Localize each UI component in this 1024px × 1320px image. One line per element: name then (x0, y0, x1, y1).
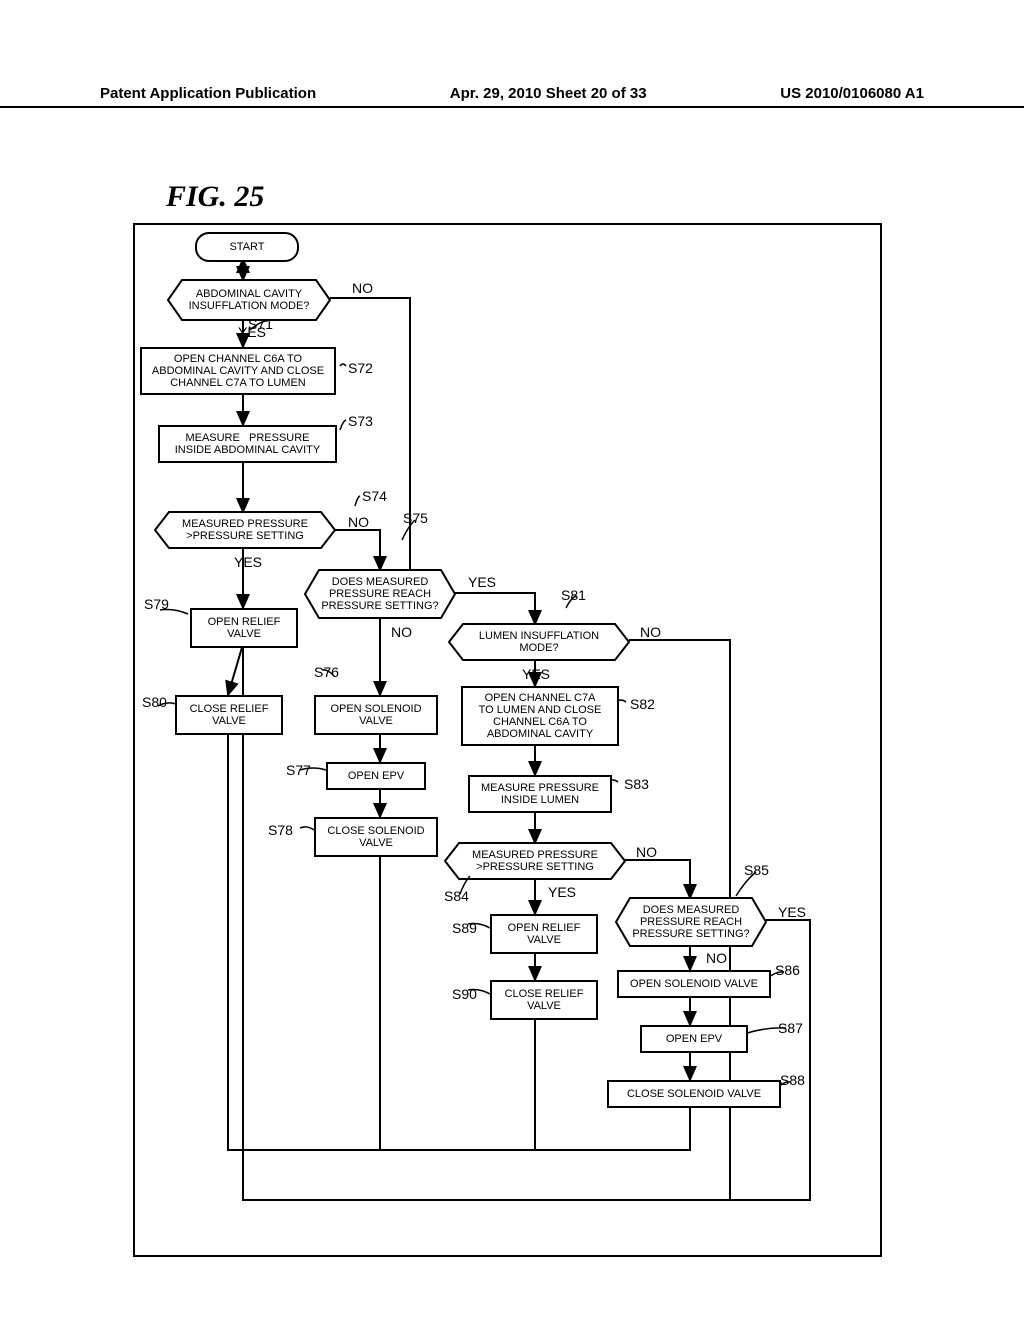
label-s86l: S86 (775, 962, 800, 978)
node-s83: MEASURE PRESSURE INSIDE LUMEN (468, 775, 612, 813)
label-s88l: S88 (780, 1072, 805, 1088)
decision-s71: ABDOMINAL CAVITY INSUFFLATION MODE? (168, 280, 330, 320)
label-s79l: S79 (144, 596, 169, 612)
label-s74n: NO (348, 514, 369, 530)
node-s89: OPEN RELIEF VALVE (490, 914, 598, 954)
label-s85y: YES (778, 904, 806, 920)
decision-s74: MEASURED PRESSURE >PRESSURE SETTING (155, 512, 335, 548)
label-s82l: S82 (630, 696, 655, 712)
label-s84y: YES (548, 884, 576, 900)
label-s73l: S73 (348, 413, 373, 429)
node-s79: OPEN RELIEF VALVE (190, 608, 298, 648)
label-s85n: NO (706, 950, 727, 966)
label-s89l: S89 (452, 920, 477, 936)
node-s77: OPEN EPV (326, 762, 426, 790)
label-s72l: S72 (348, 360, 373, 376)
node-s90: CLOSE RELIEF VALVE (490, 980, 598, 1020)
node-s86: OPEN SOLENOID VALVE (617, 970, 771, 998)
label-s84n: NO (636, 844, 657, 860)
decision-s81: LUMEN INSUFFLATION MODE? (449, 624, 629, 660)
node-start: START (195, 232, 299, 262)
label-s71n: S71 (248, 316, 273, 332)
node-s80: CLOSE RELIEF VALVE (175, 695, 283, 735)
label-s74y: YES (234, 554, 262, 570)
node-s72: OPEN CHANNEL C6A TO ABDOMINAL CAVITY AND… (140, 347, 336, 395)
label-s81y: YES (522, 666, 550, 682)
node-s78: CLOSE SOLENOID VALVE (314, 817, 438, 857)
node-s73: MEASURE PRESSURE INSIDE ABDOMINAL CAVITY (158, 425, 337, 463)
node-s88: CLOSE SOLENOID VALVE (607, 1080, 781, 1108)
label-s78l: S78 (268, 822, 293, 838)
label-s75y: YES (468, 574, 496, 590)
label-s81n: NO (640, 624, 661, 640)
label-s80l: S80 (142, 694, 167, 710)
label-s76l: S76 (314, 664, 339, 680)
label-s71l: NO (352, 280, 373, 296)
decision-s85: DOES MEASURED PRESSURE REACH PRESSURE SE… (616, 898, 766, 946)
label-s84l: S84 (444, 888, 469, 904)
label-s90l: S90 (452, 986, 477, 1002)
node-s82: OPEN CHANNEL C7A TO LUMEN AND CLOSE CHAN… (461, 686, 619, 746)
node-s76: OPEN SOLENOID VALVE (314, 695, 438, 735)
node-s87: OPEN EPV (640, 1025, 748, 1053)
label-s77l: S77 (286, 762, 311, 778)
page: Patent Application Publication Apr. 29, … (0, 0, 1024, 1320)
label-s83l: S83 (624, 776, 649, 792)
label-s87l: S87 (778, 1020, 803, 1036)
label-s85l: S85 (744, 862, 769, 878)
decision-s75: DOES MEASURED PRESSURE REACH PRESSURE SE… (305, 570, 455, 618)
label-s75l: S75 (403, 510, 428, 526)
label-s81l: S81 (561, 587, 586, 603)
decision-s84: MEASURED PRESSURE >PRESSURE SETTING (445, 843, 625, 879)
flow-edges (0, 0, 1024, 1320)
label-s75n: NO (391, 624, 412, 640)
label-s74l: S74 (362, 488, 387, 504)
